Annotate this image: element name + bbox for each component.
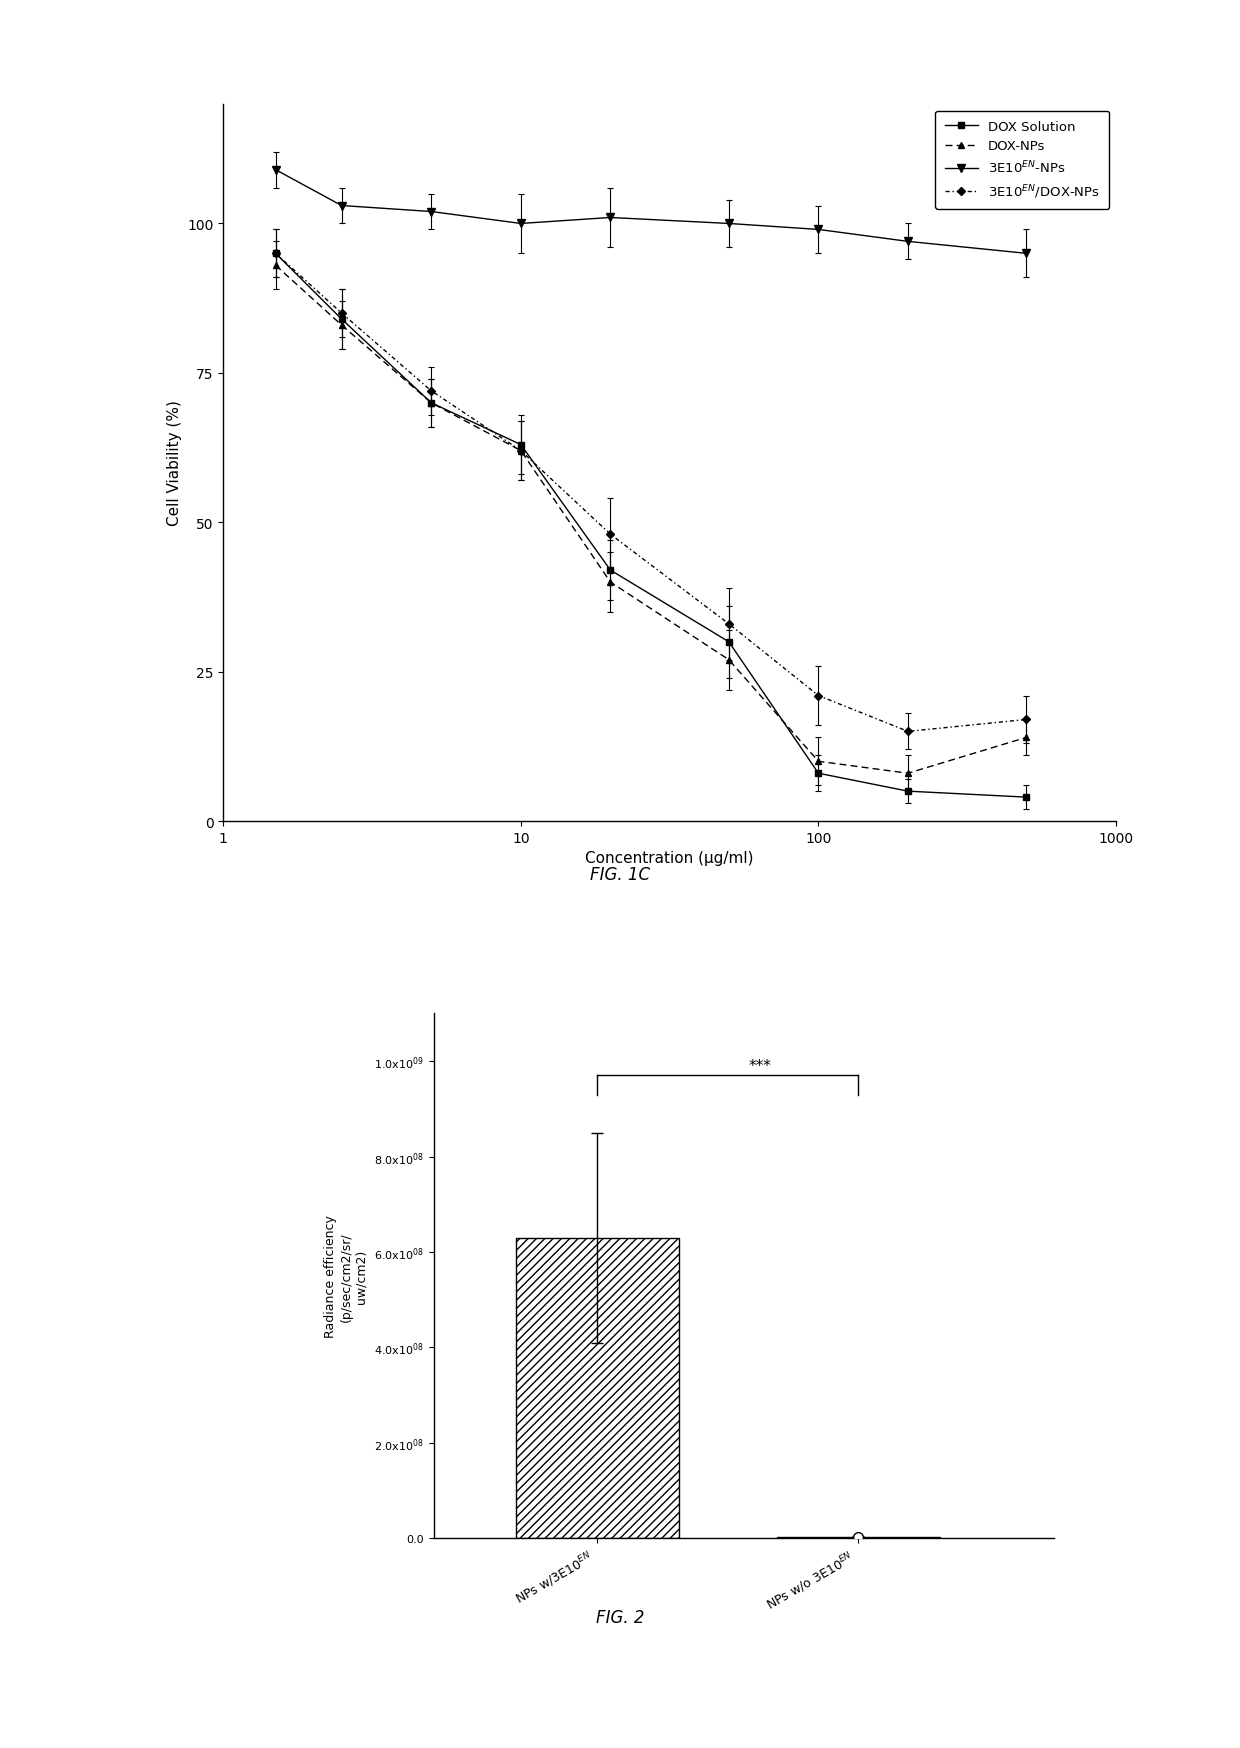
DOX-NPs — [424, 393, 439, 414]
DOX Solution — [900, 781, 915, 802]
DOX Solution — [268, 243, 283, 264]
3E10$^{EN}$/DOX-NPs — [268, 243, 283, 264]
DOX-NPs — [335, 315, 350, 336]
Line: DOX-NPs: DOX-NPs — [272, 262, 1030, 778]
DOX Solution — [335, 309, 350, 330]
3E10$^{EN}$-NPs — [335, 196, 350, 217]
Legend: DOX Solution, DOX-NPs, 3E10$^{EN}$-NPs, 3E10$^{EN}$/DOX-NPs: DOX Solution, DOX-NPs, 3E10$^{EN}$-NPs, … — [935, 112, 1110, 210]
Line: 3E10$^{EN}$/DOX-NPs: 3E10$^{EN}$/DOX-NPs — [273, 252, 1029, 734]
3E10$^{EN}$/DOX-NPs — [603, 524, 618, 545]
Line: DOX Solution: DOX Solution — [272, 250, 1030, 801]
3E10$^{EN}$-NPs — [722, 213, 737, 234]
Text: FIG. 1C: FIG. 1C — [590, 865, 650, 883]
DOX-NPs — [513, 440, 528, 461]
DOX-NPs — [811, 752, 826, 773]
3E10$^{EN}$/DOX-NPs — [335, 304, 350, 325]
Y-axis label: Radiance efficiency
(p/sec/cm2/sr/
uw/cm2): Radiance efficiency (p/sec/cm2/sr/ uw/cm… — [325, 1215, 367, 1337]
Text: FIG. 2: FIG. 2 — [595, 1608, 645, 1626]
Line: 3E10$^{EN}$-NPs: 3E10$^{EN}$-NPs — [272, 166, 1030, 259]
3E10$^{EN}$/DOX-NPs — [513, 440, 528, 461]
3E10$^{EN}$-NPs — [603, 208, 618, 229]
DOX Solution — [811, 764, 826, 785]
3E10$^{EN}$/DOX-NPs — [1019, 710, 1034, 731]
3E10$^{EN}$/DOX-NPs — [811, 685, 826, 706]
DOX-NPs — [603, 572, 618, 593]
3E10$^{EN}$/DOX-NPs — [900, 722, 915, 743]
DOX Solution — [513, 435, 528, 456]
3E10$^{EN}$/DOX-NPs — [424, 381, 439, 402]
DOX-NPs — [1019, 727, 1034, 748]
3E10$^{EN}$-NPs — [811, 220, 826, 241]
DOX-NPs — [268, 255, 283, 276]
Y-axis label: Cell Viability (%): Cell Viability (%) — [166, 400, 181, 526]
3E10$^{EN}$-NPs — [513, 213, 528, 234]
DOX Solution — [1019, 787, 1034, 808]
DOX-NPs — [722, 650, 737, 671]
3E10$^{EN}$-NPs — [1019, 243, 1034, 264]
DOX-NPs — [900, 764, 915, 785]
3E10$^{EN}$-NPs — [424, 201, 439, 222]
3E10$^{EN}$-NPs — [900, 232, 915, 253]
3E10$^{EN}$-NPs — [268, 161, 283, 182]
Text: ***: *** — [749, 1059, 771, 1073]
X-axis label: Concentration (μg/ml): Concentration (μg/ml) — [585, 851, 754, 865]
DOX Solution — [603, 559, 618, 580]
Bar — [516, 1238, 678, 1538]
DOX Solution — [424, 393, 439, 414]
3E10$^{EN}$/DOX-NPs — [722, 614, 737, 635]
DOX Solution — [722, 631, 737, 652]
